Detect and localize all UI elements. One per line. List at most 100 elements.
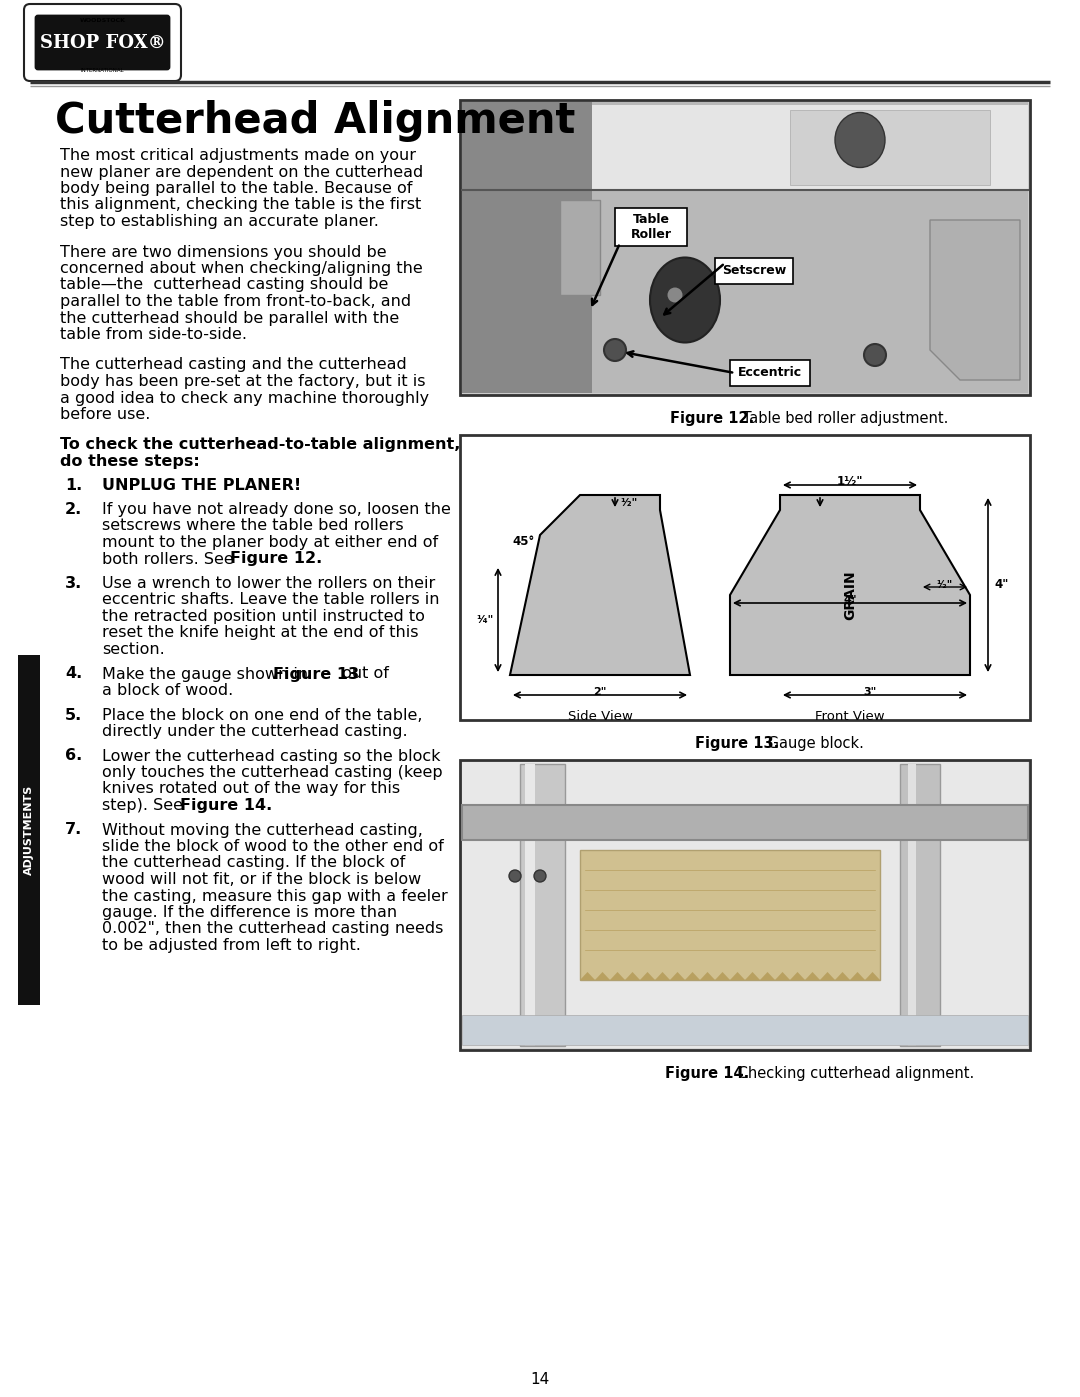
Text: Figure 13: Figure 13 <box>273 666 360 682</box>
Text: 1.: 1. <box>65 478 82 493</box>
Text: UNPLUG THE PLANER!: UNPLUG THE PLANER! <box>102 478 301 493</box>
Bar <box>561 200 600 295</box>
Text: mount to the planer body at either end of: mount to the planer body at either end o… <box>102 535 438 550</box>
Polygon shape <box>730 495 970 675</box>
Text: table—the  cutterhead casting should be: table—the cutterhead casting should be <box>60 278 389 292</box>
Polygon shape <box>865 972 880 981</box>
Bar <box>715 258 793 284</box>
Ellipse shape <box>667 288 683 303</box>
FancyBboxPatch shape <box>36 15 168 68</box>
Text: Front View: Front View <box>815 710 885 724</box>
Text: out of: out of <box>337 666 389 682</box>
Text: 5.: 5. <box>65 707 82 722</box>
FancyBboxPatch shape <box>39 21 166 64</box>
Text: before use.: before use. <box>60 407 150 422</box>
Text: Side View: Side View <box>568 710 633 724</box>
Polygon shape <box>930 219 1020 380</box>
Polygon shape <box>730 972 745 981</box>
Text: Make the gauge shown in: Make the gauge shown in <box>102 666 313 682</box>
Text: reset the knife height at the end of this: reset the knife height at the end of thi… <box>102 626 419 640</box>
Text: INTERNATIONAL: INTERNATIONAL <box>81 67 124 73</box>
Text: 45°: 45° <box>512 535 535 548</box>
Ellipse shape <box>650 257 720 342</box>
Polygon shape <box>820 972 835 981</box>
FancyBboxPatch shape <box>24 4 181 81</box>
Text: Table bed roller adjustment.: Table bed roller adjustment. <box>738 411 948 426</box>
Bar <box>460 760 1030 1051</box>
Bar <box>462 102 1028 393</box>
Polygon shape <box>789 972 805 981</box>
Text: 14: 14 <box>530 1372 550 1387</box>
Text: Place the block on one end of the table,: Place the block on one end of the table, <box>102 707 422 722</box>
Text: ¹⁄₂": ¹⁄₂" <box>620 497 637 509</box>
Text: body has been pre-set at the factory, but it is: body has been pre-set at the factory, bu… <box>60 374 426 388</box>
Text: knives rotated out of the way for this: knives rotated out of the way for this <box>102 781 400 796</box>
Text: do these steps:: do these steps: <box>60 454 200 469</box>
Ellipse shape <box>534 870 546 882</box>
Text: body being parallel to the table. Because of: body being parallel to the table. Becaus… <box>60 182 413 196</box>
Text: the cutterhead should be parallel with the: the cutterhead should be parallel with t… <box>60 310 400 326</box>
Text: 7.: 7. <box>65 823 82 837</box>
Polygon shape <box>835 972 850 981</box>
Polygon shape <box>805 972 820 981</box>
Polygon shape <box>685 972 700 981</box>
Text: Use a wrench to lower the rollers on their: Use a wrench to lower the rollers on the… <box>102 576 435 591</box>
Text: 2": 2" <box>593 687 607 697</box>
Ellipse shape <box>835 113 885 168</box>
Text: Figure 14.: Figure 14. <box>180 798 272 813</box>
Text: 4.: 4. <box>65 666 82 682</box>
Text: wood will not fit, or if the block is below: wood will not fit, or if the block is be… <box>102 872 421 887</box>
Text: new planer are dependent on the cutterhead: new planer are dependent on the cutterhe… <box>60 165 423 179</box>
Polygon shape <box>700 972 715 981</box>
Text: Figure 12.: Figure 12. <box>670 411 754 426</box>
Bar <box>519 764 565 1046</box>
Text: 3": 3" <box>863 687 877 697</box>
Text: Without moving the cutterhead casting,: Without moving the cutterhead casting, <box>102 823 423 837</box>
Text: step). See: step). See <box>102 798 188 813</box>
Polygon shape <box>625 972 640 981</box>
Polygon shape <box>580 972 595 981</box>
Text: step to establishing an accurate planer.: step to establishing an accurate planer. <box>60 214 379 229</box>
Text: Gauge block.: Gauge block. <box>762 736 864 752</box>
Bar <box>525 764 535 1046</box>
Text: The most critical adjustments made on your: The most critical adjustments made on yo… <box>60 148 416 163</box>
Text: 4": 4" <box>994 578 1009 591</box>
Text: the casting, measure this gap with a feeler: the casting, measure this gap with a fee… <box>102 888 448 904</box>
Text: Lower the cutterhead casting so the block: Lower the cutterhead casting so the bloc… <box>102 749 441 764</box>
Text: the retracted position until instructed to: the retracted position until instructed … <box>102 609 424 624</box>
Text: GRAIN: GRAIN <box>843 570 858 620</box>
Bar <box>462 102 592 393</box>
Text: Table
Roller: Table Roller <box>631 212 672 242</box>
Bar <box>462 1016 1028 1045</box>
Bar <box>615 208 687 246</box>
Text: Figure 14.: Figure 14. <box>665 1066 750 1081</box>
Polygon shape <box>595 972 610 981</box>
Ellipse shape <box>864 344 886 366</box>
Polygon shape <box>654 972 670 981</box>
Bar <box>789 110 990 184</box>
Text: ADJUSTMENTS: ADJUSTMENTS <box>24 785 33 875</box>
Text: WOODSTOCK: WOODSTOCK <box>80 18 125 24</box>
Polygon shape <box>670 972 685 981</box>
Bar <box>908 764 916 1046</box>
Text: gauge. If the difference is more than: gauge. If the difference is more than <box>102 905 397 921</box>
Polygon shape <box>775 972 789 981</box>
Text: ¹⁄₂": ¹⁄₂" <box>936 580 954 590</box>
Text: parallel to the table from front-to-back, and: parallel to the table from front-to-back… <box>60 293 411 309</box>
Text: Figure 13.: Figure 13. <box>696 736 780 752</box>
Bar <box>460 101 1030 395</box>
Polygon shape <box>850 972 865 981</box>
Bar <box>460 434 1030 719</box>
Text: concerned about when checking/aligning the: concerned about when checking/aligning t… <box>60 261 422 277</box>
Polygon shape <box>760 972 775 981</box>
Ellipse shape <box>604 339 626 360</box>
Text: 3.: 3. <box>65 576 82 591</box>
Text: The cutterhead casting and the cutterhead: The cutterhead casting and the cutterhea… <box>60 358 407 373</box>
Text: a block of wood.: a block of wood. <box>102 683 233 698</box>
Text: 6.: 6. <box>65 749 82 764</box>
Polygon shape <box>610 972 625 981</box>
Text: the cutterhead casting. If the block of: the cutterhead casting. If the block of <box>102 855 405 870</box>
Bar <box>462 805 1028 840</box>
Text: section.: section. <box>102 643 165 657</box>
Text: this alignment, checking the table is the first: this alignment, checking the table is th… <box>60 197 421 212</box>
